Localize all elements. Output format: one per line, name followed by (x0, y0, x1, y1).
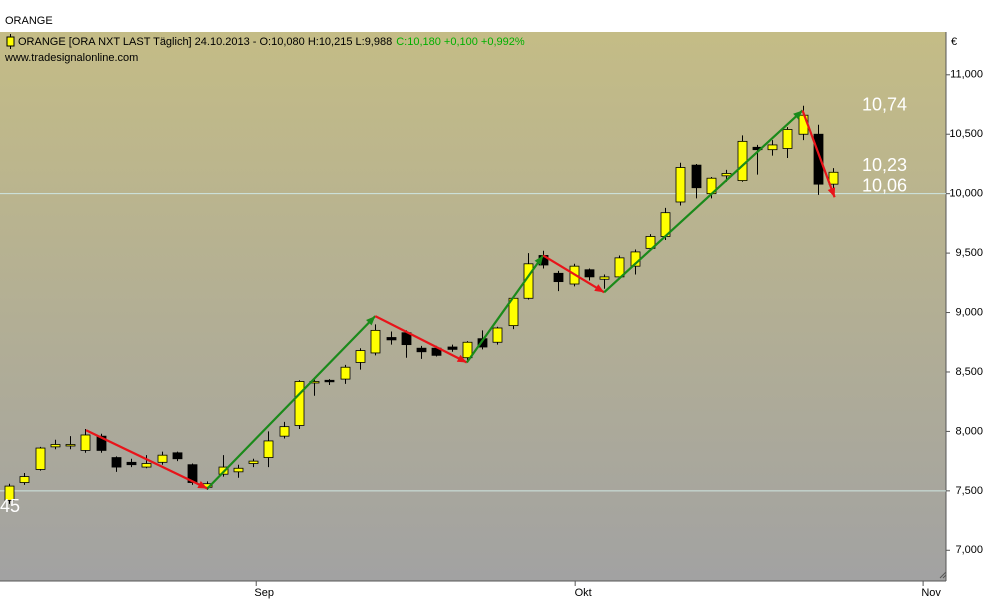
source: www.tradesignalonline.com (4, 52, 138, 64)
y-tick-label: 8,500 (955, 366, 983, 378)
y-tick-label: 11,000 (950, 69, 983, 81)
candle-body (111, 457, 122, 468)
candle-body (813, 133, 824, 185)
candle-body (19, 476, 30, 483)
plot-area (0, 105, 946, 504)
candle-body (80, 434, 91, 451)
y-tick-label: 9,500 (955, 247, 983, 259)
trend-arrow (465, 254, 545, 364)
x-tick-label: Sep (254, 587, 274, 599)
candle-body (584, 269, 595, 278)
price-annotation: 10,74 (862, 94, 907, 114)
resize-grip (939, 571, 947, 579)
candle-body (828, 171, 839, 185)
candle-body (462, 341, 473, 359)
candle-body (416, 347, 427, 353)
trend-arrow-head (456, 354, 467, 363)
trend-arrow (801, 110, 836, 198)
trend-arrow-head (594, 284, 605, 293)
candle-body (675, 167, 686, 203)
edge-label: 45 (0, 496, 20, 516)
candle-body (599, 276, 610, 280)
candle-body (447, 346, 458, 350)
trend-arrow (206, 315, 377, 490)
trend-arrow (603, 109, 804, 294)
x-tick-label: Okt (575, 587, 592, 599)
candle-body (4, 485, 15, 501)
candle-body (126, 461, 137, 466)
trend-arrow-head (793, 110, 803, 120)
candle-body (324, 379, 335, 383)
header-change: C:10,180 +0,100 +0,992% (396, 36, 525, 48)
y-tick-label: 7,500 (955, 485, 983, 497)
candle-body (157, 454, 168, 463)
candle-body (355, 350, 366, 363)
x-tick-label: Nov (921, 587, 941, 599)
candle-body (50, 444, 61, 448)
header-quote: ORANGE [ORA NXT LAST Täglich] 24.10.2013… (18, 36, 392, 48)
candle-body (340, 366, 351, 380)
candle-body (248, 460, 259, 464)
y-axis-unit: € (951, 36, 957, 48)
candle-body (65, 444, 76, 447)
candle-body (263, 440, 274, 458)
candle-body (691, 164, 702, 189)
trend-arrow (85, 429, 208, 490)
candle-body (721, 173, 732, 177)
candle-body (35, 447, 46, 470)
trend-arrow-head (197, 480, 208, 489)
candle-body (767, 144, 778, 151)
candle-body (96, 435, 107, 451)
y-tick-label: 10,000 (949, 188, 983, 200)
trend-arrow (374, 315, 468, 364)
candle-body (294, 381, 305, 426)
chart-title: ORANGE (5, 15, 53, 27)
trend-arrow-head (827, 187, 836, 198)
candle-body (737, 140, 748, 181)
candle-body (141, 463, 152, 468)
candle-body (782, 129, 793, 149)
y-tick-label: 7,000 (955, 544, 983, 556)
candle-body (172, 452, 183, 460)
legend-icon (6, 36, 15, 47)
candle-body (492, 327, 503, 343)
trend-arrow-head (534, 255, 544, 266)
price-annotation: 10,06 (862, 175, 907, 195)
y-tick-label: 8,000 (955, 425, 983, 437)
trend-arrow-head (366, 316, 376, 326)
candle-body (386, 337, 397, 341)
candle-body (233, 467, 244, 473)
price-annotation: 10,23 (862, 155, 907, 175)
y-tick-label: 10,500 (949, 128, 983, 140)
trend-arrow (542, 254, 605, 294)
candle-body (370, 329, 381, 354)
y-tick-label: 9,000 (955, 306, 983, 318)
candle-body (553, 272, 564, 283)
candle-body (645, 236, 656, 249)
candle-body (279, 426, 290, 437)
